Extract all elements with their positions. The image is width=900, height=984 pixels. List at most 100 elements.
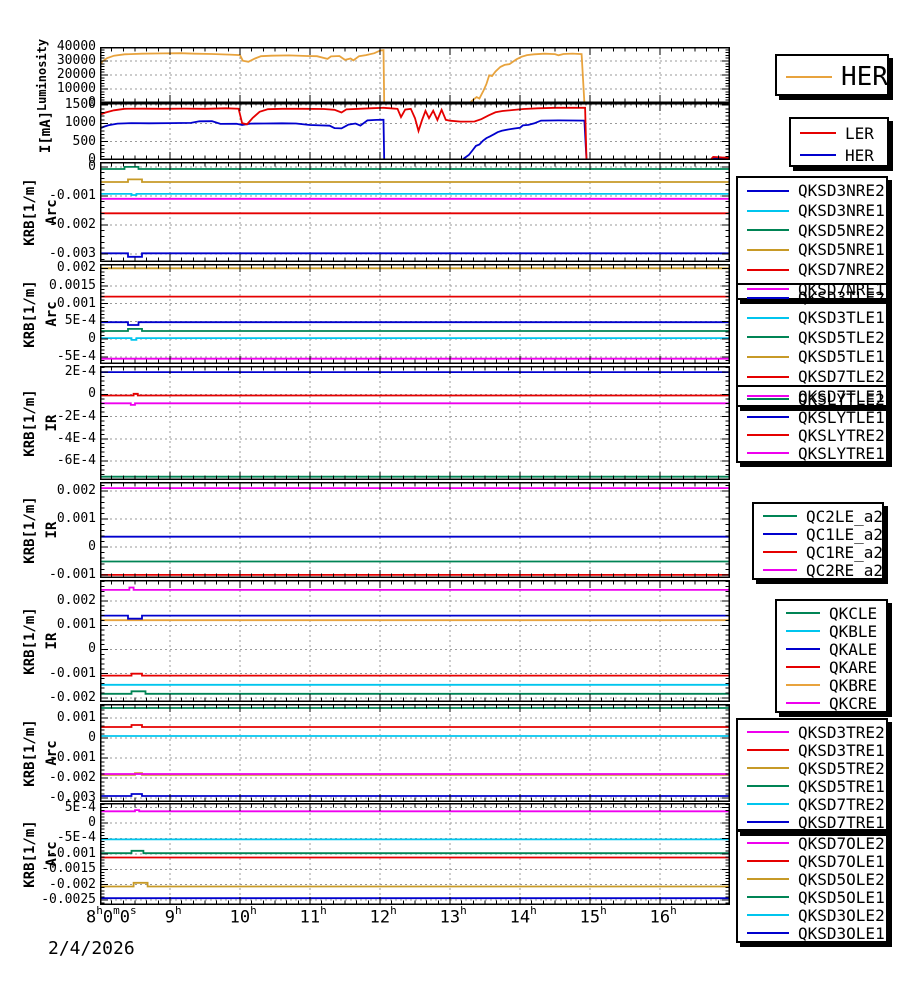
series-QKSD3TLE2 (100, 321, 730, 326)
ytick-label-arc-ole-1: 0 (88, 815, 96, 831)
legend-label: QKSLYTRE2 (798, 425, 885, 445)
legend-label: QKSD3OLE1 (798, 923, 885, 943)
legend-line-swatch (747, 355, 789, 358)
legend-line-swatch (747, 785, 789, 787)
legend-label: QKSD5TLE2 (798, 327, 885, 347)
legend-arc-nre: QKSD3NRE2 QKSD3NRE1 QKSD5NRE2 QKSD5NRE1 QKSD… (736, 176, 888, 301)
legend-label: HER (845, 145, 874, 165)
legend-label: QC1LE_a2 (806, 524, 884, 544)
legend-row-QC1RE_a2: QC1RE_a2 (754, 543, 883, 562)
legend-label: QKSD3TLE2 (798, 288, 885, 308)
legend-row-QKSD5TLE2: QKSD5TLE2 (738, 327, 886, 347)
ytick-label-arc-tre-4: -0.003 (49, 790, 96, 805)
legend-line-swatch (786, 666, 820, 668)
x-tick-value: 0 (102, 907, 114, 928)
x-tick-value: 14 (509, 907, 531, 928)
legend-row-QKSLYTRE2: QKSLYTRE2 (738, 425, 886, 445)
legend-row-QKCLE: QKCLE (777, 604, 886, 623)
x-tick-label-15h: 15h (580, 904, 607, 928)
legend-label: QKSD3TRE2 (798, 722, 885, 742)
x-tick-label-11h: 11h (299, 904, 327, 928)
series-QKSD7TRE1 (100, 793, 730, 797)
legend-label: QKSD7TRE2 (798, 794, 885, 814)
legend-line-swatch (747, 336, 789, 339)
legend-label: QKSD5OLE1 (798, 887, 885, 907)
legend-label: QKSD5NRE2 (798, 220, 885, 240)
legend-label: QKSD7TLE2 (798, 367, 885, 387)
x-tick-label-8h: 8h0m0s (86, 904, 137, 928)
legend-label: QKSLYTLE2 (798, 389, 885, 409)
legend-line-swatch (747, 749, 789, 751)
ytick-label-arc-tle-0: 0.002 (56, 260, 96, 276)
legend-row-QKCRE: QKCRE (777, 693, 886, 713)
ytick-label-arc-tle-2: 0.001 (56, 295, 96, 311)
legend-line-swatch (747, 434, 789, 436)
ytick-label-ir-sly-0: 2E-4 (64, 364, 96, 380)
panel-frame (100, 47, 730, 103)
legend-label: QKCRE (829, 693, 878, 713)
legend-ir-qc: QC2LE_a2 QC1LE_a2 QC1RE_a2 QC2RE_a2 (752, 502, 884, 580)
legend-row-QC2LE_a2: QC2LE_a2 (754, 507, 883, 526)
legend-label: QC2RE_a2 (806, 560, 884, 580)
panel-frame (100, 803, 730, 905)
ytick-label-luminosity-1: 30000 (56, 53, 96, 68)
series-QKARE (100, 672, 730, 677)
ytick-label-arc-tle-3: 5E-4 (64, 313, 96, 329)
legend-line-swatch (747, 878, 789, 880)
x-tick-unit: h (390, 904, 397, 917)
ytick-label-beam-current-2: 500 (72, 133, 96, 149)
legend-label: QKSD3TLE1 (798, 308, 885, 328)
legend-row-QKSD5OLE1: QKSD5OLE1 (738, 887, 886, 907)
legend-row-QKSD5TRE2: QKSD5TRE2 (738, 759, 886, 778)
panel-arc-tre (100, 704, 730, 802)
legend-row-QKARE: QKARE (777, 658, 886, 677)
x-tick-value: 8 (86, 907, 97, 928)
ytick-label-arc-tle-4: 0 (88, 331, 96, 347)
x-tick-unit: h (460, 904, 467, 917)
ytick-label-arc-tre-0: 0.001 (56, 710, 96, 725)
x-tick-label-16h: 16h (650, 904, 677, 928)
ytick-label-ir-qk-3: -0.001 (49, 665, 96, 681)
legend-row-QKSD7TRE2: QKSD7TRE2 (738, 794, 886, 814)
x-tick-value: 12 (369, 907, 391, 928)
legend-arc-ole: QKSD7OLE2 QKSD7OLE1 QKSD5OLE2 QKSD5OLE1 QKSD… (736, 829, 888, 943)
legend-line-swatch (747, 375, 789, 378)
axis-title-arc-ole-krb-1-m-: KRB[1/m] (22, 820, 38, 888)
legend-label: QKALE (829, 639, 878, 659)
x-tick-unit: h (600, 904, 607, 917)
x-tick-unit: h (250, 904, 257, 917)
legend-line-swatch (747, 398, 789, 400)
legend-line-swatch (747, 860, 789, 862)
ytick-label-ir-qc-3: -0.001 (49, 566, 96, 582)
ytick-label-ir-sly-2: -2E-4 (56, 408, 96, 424)
legend-row-QKSD5NRE2: QKSD5NRE2 (738, 220, 886, 240)
panel-beam-current (100, 103, 730, 160)
ytick-label-arc-tre-1: 0 (88, 730, 96, 745)
legend-row-QKSLYTRE1: QKSLYTRE1 (738, 444, 886, 463)
legend-row-QKSD3OLE1: QKSD3OLE1 (738, 923, 886, 943)
legend-row-QC2RE_a2: QC2RE_a2 (754, 560, 884, 580)
legend-label: QKSD7NRE2 (798, 260, 885, 280)
panel-frame (100, 704, 730, 802)
panel-frame (100, 103, 730, 160)
x-tick-unit: h (320, 904, 327, 917)
ytick-label-arc-nre-1: -0.001 (49, 187, 96, 203)
panel-frame (100, 264, 730, 364)
legend-line-swatch (763, 533, 797, 535)
series-QKALE (100, 614, 730, 620)
legend-line-swatch (763, 515, 797, 517)
panel-ir-qc (100, 482, 730, 578)
series-QKSLYTRE2 (100, 392, 730, 397)
legend-row-QKSD3TLE1: QKSD3TLE1 (738, 308, 886, 328)
x-tick-value: 13 (439, 907, 461, 928)
legend-line-swatch (747, 842, 789, 844)
legend-beam-current: LER HER (789, 117, 889, 167)
ytick-label-luminosity-0: 40000 (56, 39, 96, 54)
legend-label: QKSD7TRE1 (798, 812, 885, 832)
legend-row-QKSD3NRE2: QKSD3NRE2 (738, 181, 886, 201)
series-QKSD3NRE2 (100, 252, 730, 258)
x-tick-value: 11 (299, 907, 321, 928)
legend-line-swatch (786, 684, 820, 686)
legend-row-QKSLYTLE1: QKSLYTLE1 (738, 408, 886, 427)
